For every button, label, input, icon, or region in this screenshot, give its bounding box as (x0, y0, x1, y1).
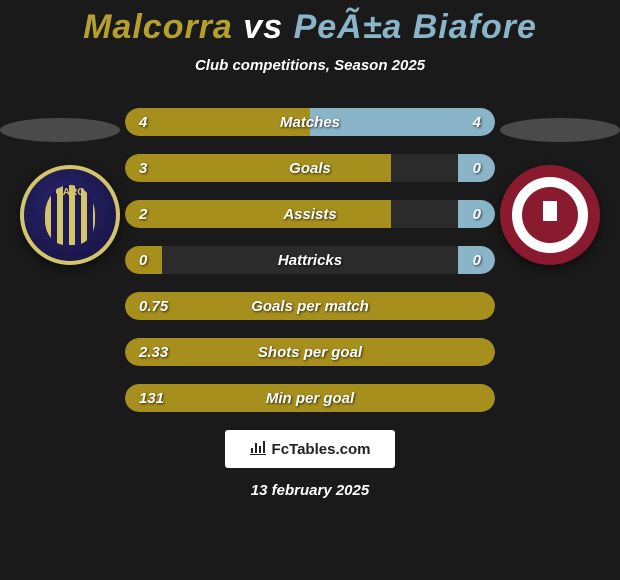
bar-fill-left (125, 154, 391, 182)
player2-name: PeÃ±a Biafore (294, 8, 537, 46)
bar-fill-left (125, 200, 391, 228)
metric-value-right: 0 (473, 160, 481, 177)
metric-value-left: 131 (139, 390, 164, 407)
metric-value-right: 4 (473, 114, 481, 131)
metric-label: Shots per goal (258, 344, 362, 361)
player2-shadow (500, 118, 620, 142)
metric-row: 2.33 Shots per goal (125, 338, 495, 366)
subtitle: Club competitions, Season 2025 (0, 57, 620, 74)
player1-name: Malcorra (83, 8, 233, 46)
chart-container: 4 4 Matches 3 0 Goals 2 0 Assists 0 0 Hattricks 0.75… (0, 100, 620, 412)
metric-label: Goals (289, 160, 331, 177)
metric-row: 0.75 Goals per match (125, 292, 495, 320)
comparison-title: Malcorra vs PeÃ±a Biafore (0, 0, 620, 47)
metric-label: Hattricks (278, 252, 342, 269)
metric-value-left: 0.75 (139, 298, 168, 315)
badge-right-flag (543, 201, 557, 221)
metric-value-left: 3 (139, 160, 147, 177)
metric-value-left: 2.33 (139, 344, 168, 361)
metric-row: 0 0 Hattricks (125, 246, 495, 274)
metric-value-right: 0 (473, 206, 481, 223)
metric-value-left: 0 (139, 252, 147, 269)
metric-row: 4 4 Matches (125, 108, 495, 136)
club-badge-right (500, 165, 600, 265)
metric-label: Assists (283, 206, 336, 223)
metric-value-right: 0 (473, 252, 481, 269)
date-text: 13 february 2025 (0, 482, 620, 499)
metric-bars: 4 4 Matches 3 0 Goals 2 0 Assists 0 0 Hattricks 0.75… (125, 100, 495, 412)
metric-row: 131 Min per goal (125, 384, 495, 412)
vs-label: vs (243, 8, 283, 46)
club-badge-left (20, 165, 120, 265)
chart-icon (250, 441, 266, 458)
metric-value-left: 2 (139, 206, 147, 223)
branding-text: FcTables.com (272, 441, 371, 458)
player1-shadow (0, 118, 120, 142)
metric-label: Matches (280, 114, 340, 131)
metric-row: 3 0 Goals (125, 154, 495, 182)
badge-left-pattern (45, 185, 95, 245)
metric-row: 2 0 Assists (125, 200, 495, 228)
metric-label: Goals per match (251, 298, 369, 315)
metric-value-left: 4 (139, 114, 147, 131)
metric-label: Min per goal (266, 390, 354, 407)
branding-box: FcTables.com (225, 430, 395, 468)
